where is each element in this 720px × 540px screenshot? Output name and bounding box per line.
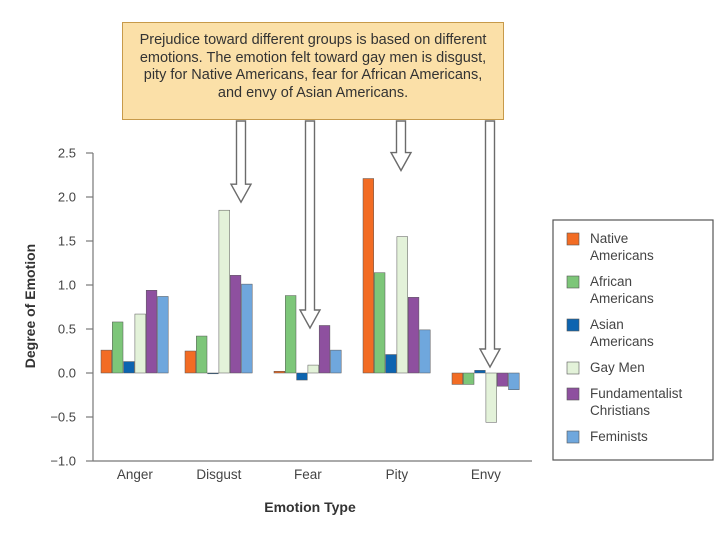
bar-anger-3 [134, 313, 146, 374]
y-axis-title: Degree of Emotion [22, 244, 38, 368]
y-tick-label: 1.0 [58, 278, 76, 293]
bar-anger-0 [100, 349, 112, 374]
bar-fear-2 [296, 372, 308, 381]
bar-disgust-0 [184, 350, 196, 374]
callout-text: Prejudice toward different groups is bas… [139, 32, 487, 101]
legend-label: African [590, 274, 632, 289]
bar-disgust-4 [229, 275, 242, 374]
bar-fear-0 [273, 370, 285, 374]
y-tick-label: 0.0 [58, 366, 76, 381]
y-tick-label: −0.5 [50, 410, 76, 425]
legend-label: Asian [590, 317, 624, 332]
bar-envy-3 [485, 372, 497, 423]
legend: Native Americans African Americans Asian Amer… [552, 219, 714, 461]
bar-envy-1 [463, 372, 475, 385]
bar-disgust-5 [241, 283, 253, 374]
bar-pity-2 [385, 354, 397, 374]
legend-label: Fundamentalist [590, 386, 683, 401]
legend-box [552, 219, 714, 461]
legend-label: Americans [590, 291, 654, 306]
legend-swatch [566, 318, 580, 332]
bar-disgust-2 [207, 372, 219, 375]
bar-anger-2 [123, 361, 135, 374]
bar-pity-1 [374, 272, 386, 374]
legend-swatch [566, 361, 580, 375]
bar-envy-4 [496, 372, 509, 387]
legend-label: Americans [590, 334, 654, 349]
legend-label: Christians [590, 403, 650, 418]
bar-pity-5 [419, 329, 431, 374]
y-axis: 2.5 2.0 1.5 1.0 0.5 0.0 −0.5 −1.0 [50, 146, 94, 469]
bar-envy-0 [451, 372, 463, 385]
bars [100, 178, 520, 423]
legend-swatch [566, 275, 580, 289]
y-tick-label: 0.5 [58, 322, 76, 337]
y-tick-label: −1.0 [50, 454, 76, 469]
x-tick-label: Anger [117, 467, 154, 482]
bar-fear-5 [330, 349, 342, 374]
bar-fear-3 [307, 364, 319, 374]
bar-pity-3 [396, 236, 408, 374]
bar-pity-4 [407, 297, 420, 374]
bar-disgust-3 [218, 209, 230, 374]
legend-label: Gay Men [590, 360, 645, 375]
bar-envy-2 [474, 370, 486, 374]
legend-label: Native [590, 231, 628, 246]
bar-anger-1 [112, 321, 124, 374]
bar-pity-0 [362, 178, 374, 374]
x-axis: Anger Disgust Fear Pity Envy [93, 460, 532, 482]
legend-swatch [566, 387, 580, 401]
legend-label: Americans [590, 248, 654, 263]
bar-fear-4 [318, 325, 331, 374]
bar-envy-5 [508, 372, 520, 390]
callout-arrow-3 [389, 120, 413, 172]
y-tick-label: 2.0 [58, 190, 76, 205]
x-tick-label: Fear [294, 467, 322, 482]
callout-arrow-2 [298, 120, 322, 330]
bar-disgust-1 [196, 335, 208, 374]
y-tick-label: 1.5 [58, 234, 76, 249]
bar-fear-1 [285, 295, 297, 374]
annotation-callout: Prejudice toward different groups is bas… [122, 22, 504, 120]
y-tick-label: 2.5 [58, 146, 76, 161]
callout-arrow-4 [478, 120, 502, 369]
legend-label: Feminists [590, 429, 648, 444]
x-tick-label: Pity [386, 467, 409, 482]
legend-swatch [566, 232, 580, 246]
legend-swatch [566, 430, 580, 444]
bar-anger-5 [157, 296, 169, 374]
x-axis-title: Emotion Type [264, 499, 356, 515]
callout-arrow-1 [229, 120, 253, 204]
x-tick-label: Envy [471, 467, 501, 482]
callout-arrows [229, 120, 502, 369]
x-tick-label: Disgust [196, 467, 241, 482]
bar-anger-4 [145, 290, 158, 374]
